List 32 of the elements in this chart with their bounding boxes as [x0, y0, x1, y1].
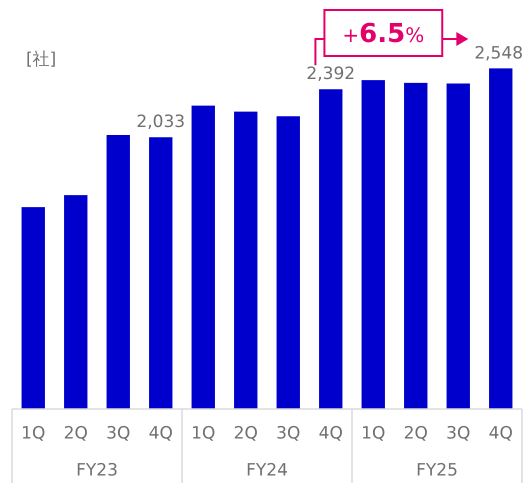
x-tick-label: 3Q [446, 423, 470, 444]
bar [362, 80, 385, 409]
text: FY25 [416, 460, 458, 480]
x-tick-label: 2Q [404, 423, 428, 444]
x-tick-label: 1Q [21, 423, 46, 444]
bar [106, 134, 130, 409]
x-tick-label: 2Q [64, 423, 88, 444]
x-tick-label: 4Q [148, 423, 173, 444]
bar [276, 116, 300, 409]
bar [489, 68, 512, 409]
text: FY23 [76, 460, 118, 480]
bar [22, 207, 45, 409]
x-tick-label: 4Q [488, 423, 513, 444]
x-tick-label: 3Q [106, 423, 130, 444]
bar [446, 84, 470, 409]
x-tick-label: 1Q [191, 423, 216, 444]
y-axis-title: [社] [26, 49, 56, 70]
text: +6.5% [342, 19, 424, 49]
bar [234, 112, 258, 409]
x-tick-label: 3Q [276, 423, 300, 444]
bar [404, 82, 428, 409]
text: FY24 [246, 460, 288, 480]
bar [149, 137, 172, 409]
bar [64, 195, 88, 409]
data-label: 2,392 [306, 64, 356, 84]
data-label: 2,548 [474, 43, 523, 64]
data-label: 2,033 [136, 112, 186, 132]
bar [192, 106, 215, 409]
bar [319, 89, 342, 409]
x-tick-label: 1Q [361, 423, 386, 444]
x-tick-label: 4Q [318, 423, 343, 444]
x-tick-label: 2Q [234, 423, 258, 444]
